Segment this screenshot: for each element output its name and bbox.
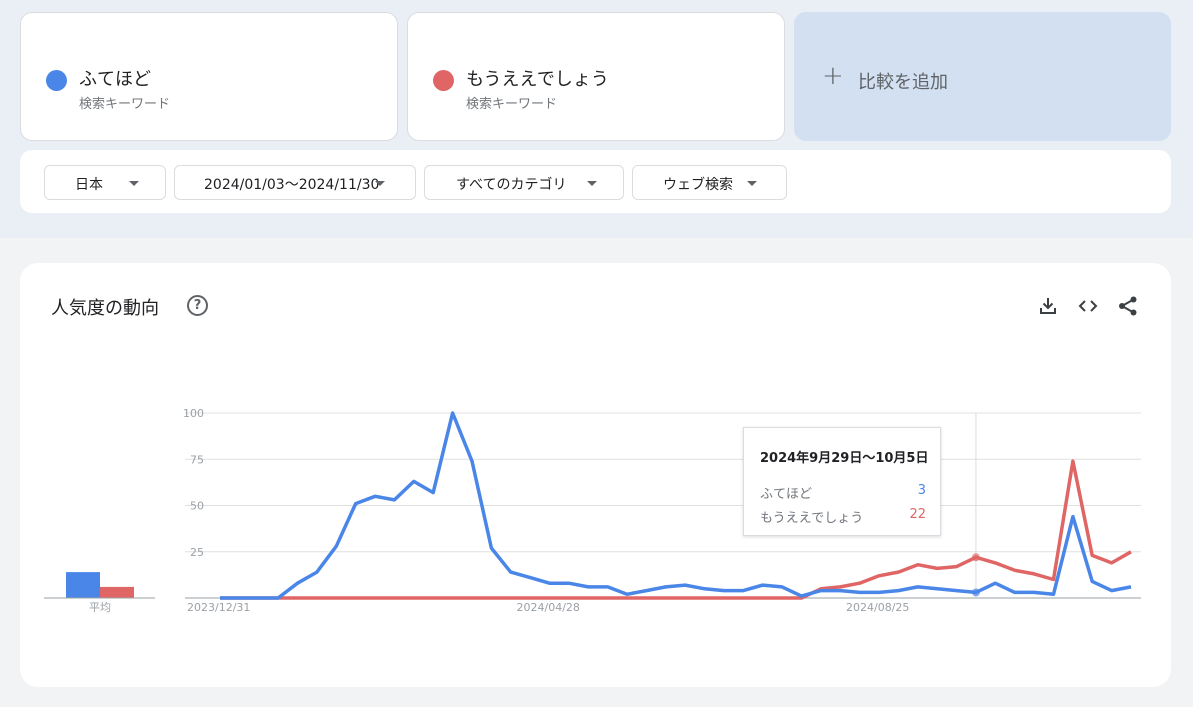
tooltip-value: 22 [909, 507, 926, 522]
tooltip-date: 2024年9月29日～10月5日 [760, 451, 929, 466]
embed-code-icon[interactable] [1077, 295, 1099, 317]
chart-tooltip: 2024年9月29日～10月5日 ふてほど 3 もうええでしょう 22 [743, 427, 941, 536]
x-tick-label: 2023/12/31 [187, 601, 250, 614]
search-property-value: ウェブ検索 [663, 177, 733, 193]
add-comparison-label: 比較を追加 [858, 72, 948, 93]
category-value: すべてのカテゴリ [456, 177, 567, 193]
x-tick-label: 2024/04/28 [517, 601, 580, 614]
search-term-type: 検索キーワード [466, 97, 558, 112]
download-icon[interactable] [1037, 295, 1059, 317]
term-color-dot [46, 70, 67, 91]
caret-down-icon [587, 181, 597, 186]
date-range-dropdown[interactable]: 2024/01/03～2024/11/30 [174, 165, 416, 200]
search-term-type: 検索キーワード [79, 97, 171, 112]
search-term-card-1[interactable]: ふてほど 検索キーワード [20, 12, 398, 141]
series-line [220, 459, 1132, 600]
search-term-name[interactable]: ふてほど [79, 69, 151, 90]
y-tick-label: 75 [190, 453, 204, 466]
panel-title: 人気度の動向 [51, 298, 159, 319]
hover-point [971, 588, 980, 597]
filter-bar: 日本 2024/01/03～2024/11/30 すべてのカテゴリ ウェブ検索 [20, 150, 1171, 213]
add-comparison-button[interactable]: + 比較を追加 [794, 12, 1171, 141]
tooltip-row: ふてほど 3 [760, 483, 926, 502]
y-tick-label: 25 [190, 546, 204, 559]
average-bar [66, 572, 100, 598]
tooltip-term: もうええでしょう [760, 511, 864, 526]
average-label: 平均 [89, 601, 111, 614]
caret-down-icon [747, 181, 757, 186]
region-value: 日本 [75, 177, 103, 193]
y-tick-label: 100 [183, 407, 204, 420]
search-property-dropdown[interactable]: ウェブ検索 [632, 165, 787, 200]
interest-over-time-chart: 25 50 75 100 2023/12/31 2024/04/28 2024/08/25 平… [44, 407, 1141, 614]
share-icon[interactable] [1117, 295, 1139, 317]
search-term-card-2[interactable]: もうええでしょう 検索キーワード [407, 12, 785, 141]
tooltip-row: もうええでしょう 22 [760, 507, 926, 526]
term-color-dot [433, 70, 454, 91]
x-tick-label: 2024/08/25 [846, 601, 909, 614]
plus-icon: + [822, 61, 844, 91]
region-dropdown[interactable]: 日本 [44, 165, 166, 200]
caret-down-icon [375, 181, 385, 186]
average-bar [100, 586, 134, 598]
date-range-value: 2024/01/03～2024/11/30 [204, 177, 380, 193]
tooltip-term: ふてほど [760, 487, 813, 502]
search-term-name[interactable]: もうええでしょう [466, 69, 609, 90]
y-tick-label: 50 [190, 500, 204, 513]
category-dropdown[interactable]: すべてのカテゴリ [424, 165, 624, 200]
caret-down-icon [129, 181, 139, 186]
tooltip-value: 3 [917, 483, 926, 498]
help-icon[interactable]: ? [187, 295, 208, 316]
hover-point [971, 553, 980, 562]
interest-over-time-panel: 人気度の動向 ? 25 50 75 100 2023/12/31 2024/04/28 20… [20, 263, 1171, 687]
